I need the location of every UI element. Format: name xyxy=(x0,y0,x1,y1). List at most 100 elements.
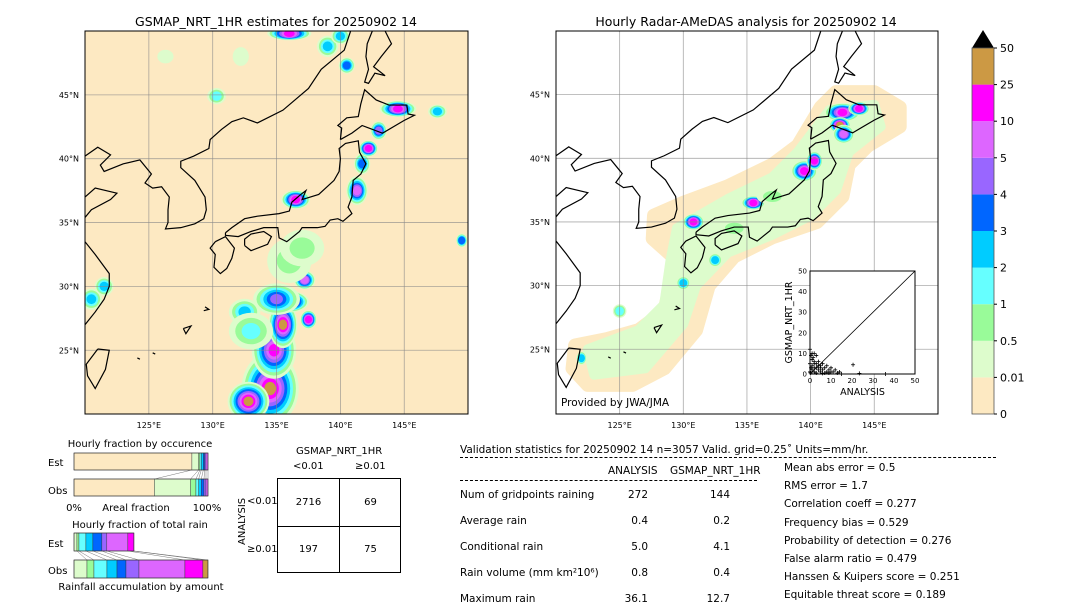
fraction-segment xyxy=(184,559,204,579)
fraction-segment xyxy=(92,532,103,552)
colorbar-segment xyxy=(972,194,994,231)
scatter-point xyxy=(816,359,821,364)
fraction-segment xyxy=(191,452,199,471)
total-rain-xlabel: Rainfall accumulation by amount xyxy=(58,582,223,593)
connector-line xyxy=(201,469,204,480)
rain-cell xyxy=(392,105,403,113)
connector-line xyxy=(203,469,205,480)
rain-cell xyxy=(264,381,277,396)
scatter-point xyxy=(826,370,831,375)
gsmap-estimate-map: 125°E 130°E 135°E 140°E 145°E 45°N 40°N 35°N 30°… xyxy=(59,30,469,430)
rain-cell xyxy=(241,322,261,340)
connector-line xyxy=(106,550,140,561)
colorbar-label: 25 xyxy=(1000,79,1014,92)
fraction-segment xyxy=(125,559,140,579)
coastline xyxy=(336,88,417,141)
fraction-segment xyxy=(85,532,94,552)
stats-row-label: Conditional rain xyxy=(460,541,544,553)
scatter-point xyxy=(829,365,833,370)
lon-tick-label: 130°E xyxy=(671,421,695,430)
fraction-segment xyxy=(73,559,88,579)
lat-tick-label: 40°N xyxy=(530,154,550,163)
score-line: Hanssen & Kuipers score = 0.251 xyxy=(784,571,960,584)
rain-cell xyxy=(855,105,863,113)
coastline xyxy=(679,235,706,274)
scatter-xlabel: ANALYSIS xyxy=(840,387,885,398)
cell-hit-none: 2716 xyxy=(295,497,322,508)
lon-tick-label: 135°E xyxy=(735,421,759,430)
coastline xyxy=(607,356,612,359)
scatter-point xyxy=(814,353,819,358)
colorbar-segment xyxy=(972,48,994,85)
total-rain-title: Hourly fraction of total rain xyxy=(72,520,208,531)
connector-line xyxy=(127,550,185,561)
fraction-segment xyxy=(73,478,155,497)
stats-gsmap-value: 4.1 xyxy=(713,541,730,553)
stats-row-label: Average rain xyxy=(460,515,527,527)
stats-analysis-value: 0.4 xyxy=(631,515,648,527)
scatter-point xyxy=(818,369,823,374)
rain-cell xyxy=(304,315,313,324)
rain-cell xyxy=(837,108,848,117)
scatter-point xyxy=(810,363,815,368)
scatter-point xyxy=(820,361,825,366)
x-tick-0: 0% xyxy=(66,503,82,514)
stats-analysis-value: 36.1 xyxy=(624,593,648,605)
scatter-point xyxy=(851,362,856,367)
stats-analysis-value: 272 xyxy=(627,489,648,501)
cell-false-alarm: 69 xyxy=(364,497,377,508)
fraction-segment xyxy=(138,559,186,579)
colorbar-label: 0.01 xyxy=(1000,371,1025,384)
colorbar-label: 50 xyxy=(1000,42,1014,55)
lon-tick-label: 125°E xyxy=(137,421,161,430)
connector-line xyxy=(154,469,192,480)
lon-tick-label: 145°E xyxy=(392,421,416,430)
connector-line xyxy=(190,469,199,480)
lat-tick-label: 35°N xyxy=(530,218,550,227)
fraction-segment xyxy=(86,559,95,579)
coastline xyxy=(85,31,352,230)
scatter-point xyxy=(812,361,817,366)
x-tick-label: 20 xyxy=(848,377,857,385)
fraction-bar-est xyxy=(73,452,209,471)
fraction-segment xyxy=(199,452,202,471)
connector-line xyxy=(76,550,88,561)
lat-tick-label: 25°N xyxy=(59,346,79,355)
rain-cell xyxy=(352,185,362,196)
rain-cell xyxy=(458,236,466,245)
fraction-segment xyxy=(198,452,201,471)
score-line: Correlation coeff = 0.277 xyxy=(784,498,917,511)
est-label: Est xyxy=(48,458,64,469)
colorbar-segment xyxy=(972,267,994,305)
y-tick-label: 40 xyxy=(798,288,807,296)
coastline xyxy=(363,31,393,85)
y-tick-label: 50 xyxy=(798,268,807,276)
x-tick-100: 100% xyxy=(193,503,222,514)
connector-line xyxy=(198,469,202,480)
coastline xyxy=(152,352,156,355)
one-to-one-line xyxy=(809,270,916,375)
rain-cell xyxy=(278,319,288,330)
coastline xyxy=(714,230,743,251)
stats-row-label: Num of gridpoints raining xyxy=(460,489,595,501)
colorbar-extend-arrow xyxy=(972,30,994,48)
lat-tick-label: 25°N xyxy=(530,345,550,354)
x-tick-label: 40 xyxy=(890,377,899,385)
coastline xyxy=(224,140,367,243)
row-label-ge: ≥0.01 xyxy=(247,544,278,555)
scatter-point xyxy=(824,369,829,374)
scatter-point xyxy=(833,367,838,372)
obs-label: Obs xyxy=(48,566,67,577)
rain-cell xyxy=(839,130,848,139)
connector-line xyxy=(78,550,95,561)
fraction-segment xyxy=(205,452,209,471)
rain-cell xyxy=(799,167,809,175)
scatter-point xyxy=(818,365,823,370)
scatter-ylabel: GSMAP_NRT_1HR xyxy=(784,281,795,363)
coastline xyxy=(556,240,581,325)
fraction-segment xyxy=(201,478,205,497)
fraction-segment xyxy=(201,452,204,471)
colorbar-label: 10 xyxy=(1000,115,1014,128)
scatter-inset: 00 10 10 20 20 30 30 40 40 50 50 ANALYSIS GSMAP_NRT_… xyxy=(784,268,919,399)
coastline xyxy=(203,306,211,312)
